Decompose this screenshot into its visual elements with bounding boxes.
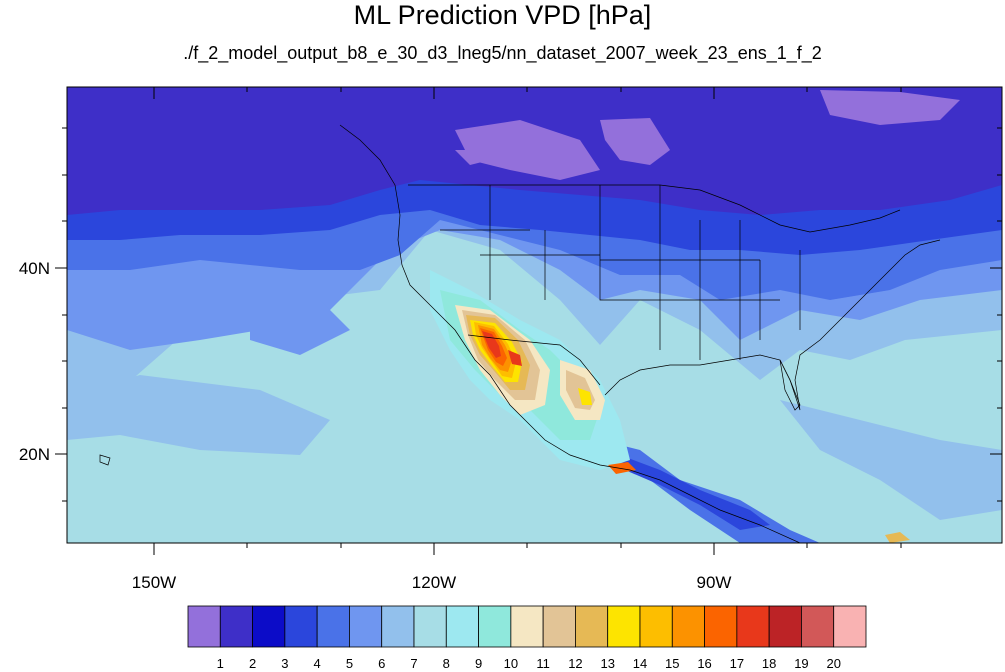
lon-label-150w: 150W [132, 573, 176, 592]
lon-label-90w: 90W [697, 573, 732, 592]
west-coast-outline [339, 124, 801, 543]
colorbar-label: 17 [730, 656, 744, 671]
colorbar-label: 11 [536, 656, 550, 671]
field-level-17 [482, 331, 501, 358]
colorbar-swatch [478, 605, 512, 648]
colorbar-label: 12 [568, 656, 582, 671]
colorbar-swatch [252, 605, 286, 648]
gulf-coast-outline [604, 239, 941, 411]
colorbar-label: 15 [665, 656, 679, 671]
colorbar-label: 3 [281, 656, 288, 671]
colorbar-label: 18 [762, 656, 776, 671]
field-level-5b [250, 300, 350, 355]
colorbar-label: 14 [633, 656, 647, 671]
colorbar-swatch [801, 605, 835, 648]
colorbar-label: 5 [346, 656, 353, 671]
map-subtitle: ./f_2_model_output_b8_e_30_d3_lneg5/nn_d… [183, 43, 822, 63]
us-canada-border [408, 184, 901, 233]
colorbar-swatch [510, 605, 544, 648]
field-level-13b [578, 388, 592, 405]
state-lines [440, 185, 801, 360]
field-level-1a [455, 120, 600, 180]
colorbar-swatch [833, 605, 867, 648]
lon-ticks [153, 87, 902, 555]
field-level-4b [600, 440, 820, 543]
field-level-16c [608, 462, 636, 474]
colorbar-swatch [219, 605, 253, 648]
lat-ticks [55, 127, 1002, 502]
field-level-17b [508, 350, 522, 366]
colorbar-swatch [349, 605, 383, 648]
colorbar-swatch [704, 605, 738, 648]
lat-label-40n: 40N [19, 259, 50, 278]
colorbar-swatch [736, 605, 770, 648]
hawaii-outline [99, 454, 111, 466]
colorbar-label: 7 [410, 656, 417, 671]
colorbar-label: 6 [378, 656, 385, 671]
field-level-12c [885, 532, 910, 543]
lon-label-120w: 120W [412, 573, 456, 592]
field-level-1d [455, 150, 490, 165]
colorbar-label: 4 [314, 656, 321, 671]
colorbar-swatch [768, 605, 802, 648]
colorbar-label: 16 [697, 656, 711, 671]
colorbar-swatch [542, 605, 576, 648]
us-mexico-border [467, 334, 601, 386]
colorbar-swatch [284, 605, 318, 648]
colorbar-label: 19 [794, 656, 808, 671]
colorbar-label: 10 [504, 656, 518, 671]
colorbar-swatch [187, 605, 221, 648]
colorbar-swatch [381, 605, 415, 648]
florida-outline [779, 359, 801, 411]
colorbar-swatch [316, 605, 350, 648]
field-level-1c [820, 90, 960, 125]
coastlines [99, 124, 941, 543]
field-level-1b [600, 118, 670, 165]
field-level-3b [620, 455, 770, 530]
vpd-field [67, 87, 1002, 543]
colorbar-label: 8 [443, 656, 450, 671]
colorbar-swatch [607, 605, 641, 648]
colorbar-label: 9 [475, 656, 482, 671]
colorbar: 1 2 3 4 5 6 7 8 9 10 11 12 13 14 15 16 17 18 19 20 [187, 605, 867, 671]
colorbar-label: 13 [600, 656, 614, 671]
colorbar-swatch [413, 605, 447, 648]
field-level-6b [67, 375, 330, 455]
colorbar-swatch [445, 605, 479, 648]
lat-label-20n: 20N [19, 445, 50, 464]
colorbar-label: 20 [826, 656, 840, 671]
colorbar-swatch [671, 605, 705, 648]
field-level-6c [780, 400, 1002, 520]
map-title: ML Prediction VPD [hPa] [353, 0, 652, 30]
colorbar-swatch [639, 605, 673, 648]
colorbar-label: 1 [217, 656, 224, 671]
colorbar-swatch [575, 605, 609, 648]
colorbar-label: 2 [249, 656, 256, 671]
